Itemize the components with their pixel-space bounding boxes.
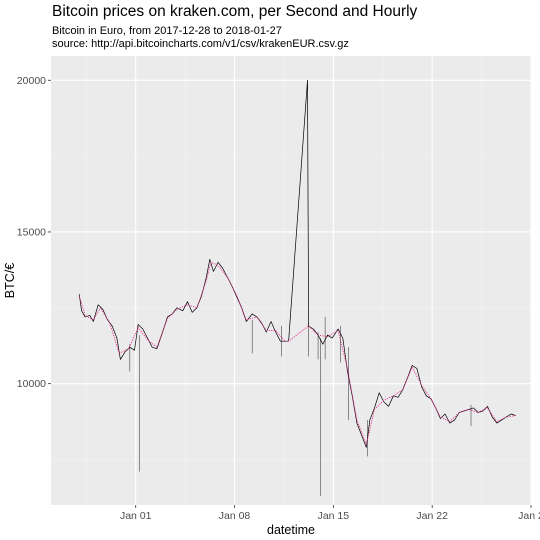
x-tick-label: Jan 2 xyxy=(518,510,540,522)
x-axis-title: datetime xyxy=(267,523,315,537)
x-tick-label: Jan 22 xyxy=(416,510,448,522)
chart-subtitle-source: source: http://api.bitcoincharts.com/v1/… xyxy=(52,38,349,50)
chart-subtitle-range: Bitcoin in Euro, from 2017-12-28 to 2018… xyxy=(52,25,282,37)
x-tick-label: Jan 15 xyxy=(318,510,350,522)
y-tick-label: 20000 xyxy=(17,75,46,87)
major-gridlines xyxy=(51,56,532,505)
chart-title: Bitcoin prices on kraken.com, per Second… xyxy=(52,3,418,20)
y-tick-label: 10000 xyxy=(17,378,46,390)
y-axis: 10000 15000 20000 xyxy=(17,75,51,390)
x-tick-label: Jan 01 xyxy=(120,510,152,522)
x-tick-label: Jan 08 xyxy=(219,510,251,522)
plot-panel xyxy=(51,56,531,505)
y-tick-label: 15000 xyxy=(17,226,46,238)
y-axis-title: BTC/€ xyxy=(3,263,17,298)
minor-gridlines xyxy=(51,56,531,505)
price-series xyxy=(78,79,516,448)
hourly-price-line xyxy=(78,261,516,445)
x-axis: Jan 01 Jan 08 Jan 15 Jan 22 Jan 2 xyxy=(120,505,540,522)
